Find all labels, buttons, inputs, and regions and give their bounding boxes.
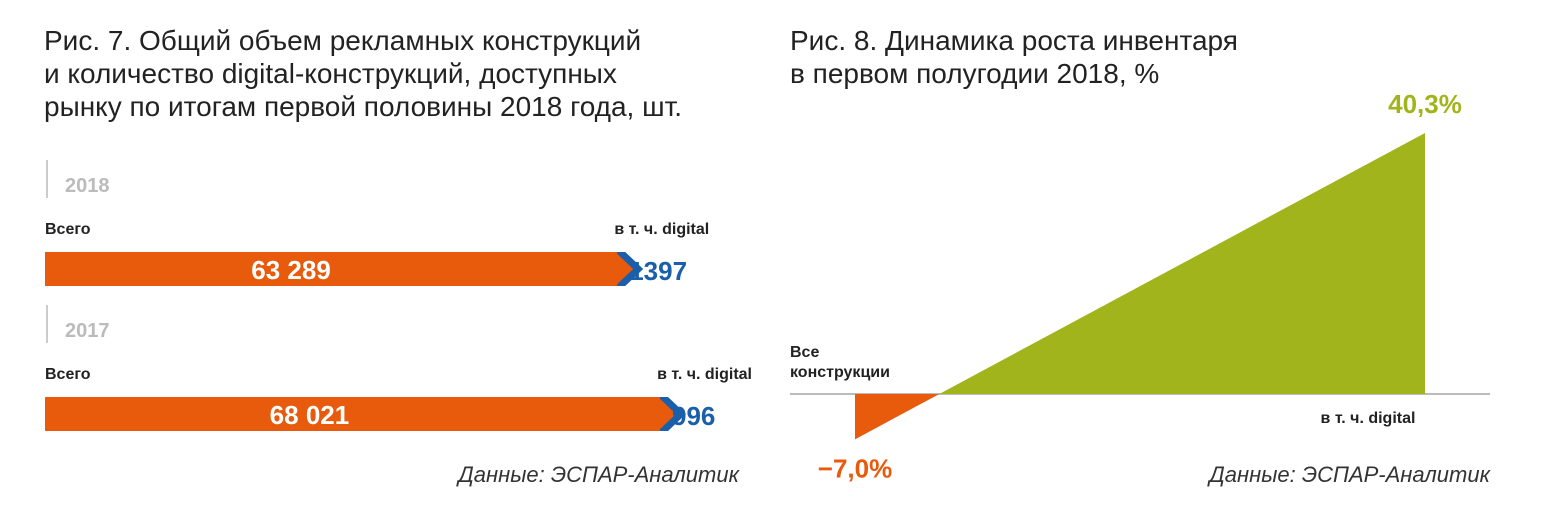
area xyxy=(855,394,940,440)
bar-value: 68 021 xyxy=(270,400,350,430)
bar xyxy=(45,252,618,286)
series-label: в т. ч. digital xyxy=(614,221,709,238)
bar-tip xyxy=(658,397,676,431)
source: Данные: ЭСПАР-Аналитик xyxy=(1206,462,1491,487)
value-label: 40,3% xyxy=(1388,89,1462,119)
bar-tip xyxy=(615,252,634,286)
digital-value: 996 xyxy=(672,401,715,431)
series-label: в т. ч. digital xyxy=(657,366,752,383)
bar xyxy=(45,397,660,431)
category-label: в т. ч. digital xyxy=(1321,410,1416,427)
series-label: Всего xyxy=(45,221,91,238)
digital-value: 1397 xyxy=(629,256,687,286)
year-label: 2018 xyxy=(65,175,110,197)
chart-title: рынку по итогам первой половины 2018 год… xyxy=(44,91,682,122)
category-label: Все конструкции xyxy=(790,344,890,381)
chart-title: в первом полугодии 2018, % xyxy=(790,58,1159,89)
chart-title: и количество digital-конструкций, доступ… xyxy=(44,58,617,89)
bar-value: 63 289 xyxy=(251,255,331,285)
series-label: Всего xyxy=(45,366,91,383)
chart-title: Рис. 7. Общий объем рекламных конструкци… xyxy=(44,25,641,56)
chart-title: Рис. 8. Динамика роста инвентаря xyxy=(790,25,1238,56)
source: Данные: ЭСПАР-Аналитик xyxy=(455,462,740,487)
area xyxy=(939,133,1425,394)
year-label: 2017 xyxy=(65,320,110,342)
value-label: −7,0% xyxy=(818,453,892,483)
